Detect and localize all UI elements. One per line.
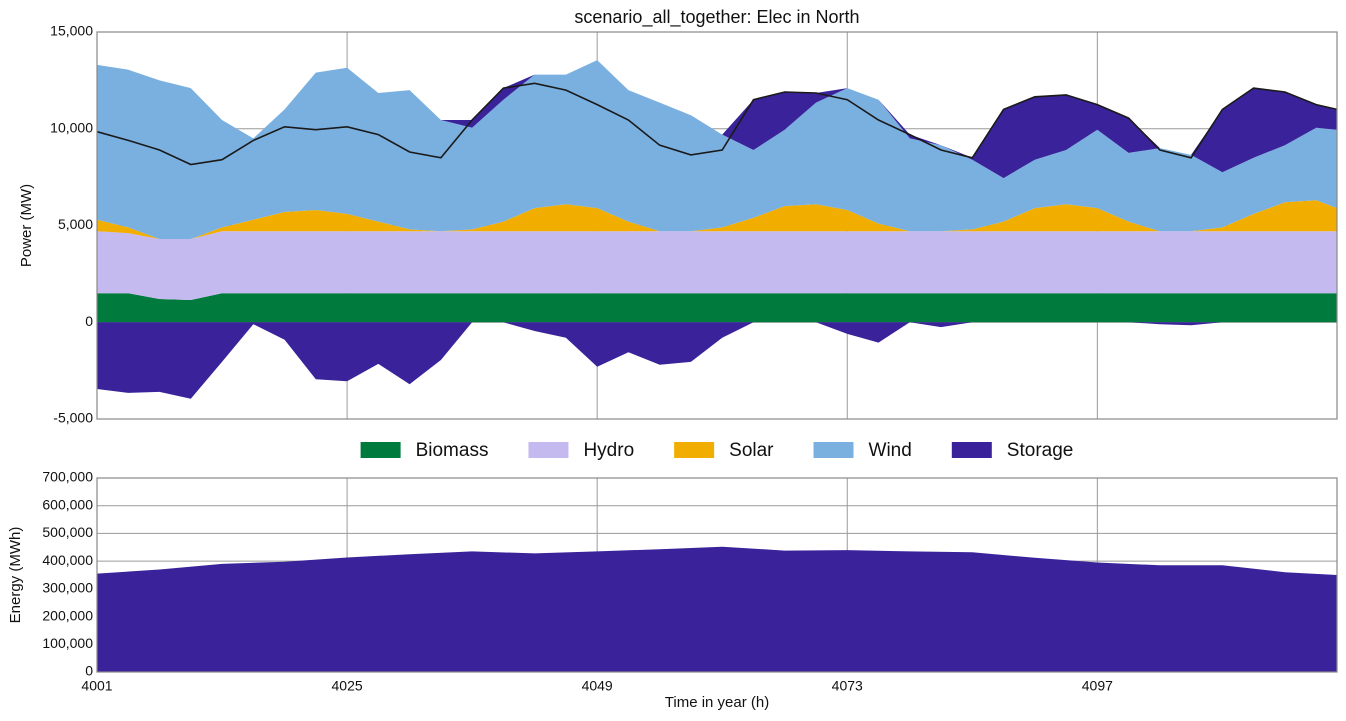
y-tick-label: 300,000 <box>42 580 93 596</box>
legend-label: Biomass <box>416 440 489 461</box>
area-series <box>97 231 1337 300</box>
y-tick-label: 200,000 <box>42 607 93 623</box>
legend-label: Wind <box>869 440 912 461</box>
legend-item: Biomass <box>360 440 489 461</box>
legend-item: Hydro <box>528 440 634 461</box>
legend-item: Solar <box>674 440 774 461</box>
x-tick-label: 4001 <box>81 678 112 694</box>
legend-label: Hydro <box>583 440 634 461</box>
area-series <box>97 293 1337 323</box>
plot-frame <box>96 477 1338 673</box>
legend-swatch <box>813 442 854 458</box>
y-tick-label: 10,000 <box>50 119 93 135</box>
legend-swatch <box>951 442 992 458</box>
y-axis-label: Power (MW) <box>18 184 35 267</box>
x-tick-label: 4025 <box>332 678 363 694</box>
area-series <box>97 60 1337 239</box>
area-series <box>97 60 1337 399</box>
total-line <box>96 82 1338 166</box>
data-layer <box>96 60 1338 399</box>
data-layer <box>97 546 1337 672</box>
y-tick-label: 500,000 <box>42 524 93 540</box>
y-tick-label: 100,000 <box>42 635 93 651</box>
legend-item: Wind <box>813 440 912 461</box>
x-tick-label: 4049 <box>582 678 613 694</box>
y-tick-label: 400,000 <box>42 552 93 568</box>
y-axis-label: Energy (MWh) <box>7 527 24 624</box>
y-tick-label: 700,000 <box>42 469 93 485</box>
legend-item: Storage <box>951 440 1074 461</box>
y-tick-label: -5,000 <box>53 410 93 426</box>
legend-label: Solar <box>729 440 774 461</box>
x-tick-label: 4073 <box>832 678 863 694</box>
legend: Biomass Hydro Solar Wind Storage <box>360 440 1074 461</box>
y-tick-label: 0 <box>85 313 93 329</box>
legend-swatch <box>674 442 715 458</box>
plot-frame <box>96 31 1338 420</box>
y-tick-label: 600,000 <box>42 496 93 512</box>
y-tick-label: 5,000 <box>58 216 93 232</box>
legend-swatch <box>360 442 401 458</box>
legend-label: Storage <box>1007 440 1074 461</box>
x-axis-label: Time in year (h) <box>665 694 769 711</box>
area-series <box>97 546 1337 672</box>
x-tick-label: 4097 <box>1082 678 1113 694</box>
area-series <box>97 200 1337 239</box>
chart-title: scenario_all_together: Elec in North <box>574 7 859 28</box>
legend-swatch <box>528 442 569 458</box>
y-tick-label: 15,000 <box>50 23 93 39</box>
y-tick-label: 0 <box>85 663 93 679</box>
